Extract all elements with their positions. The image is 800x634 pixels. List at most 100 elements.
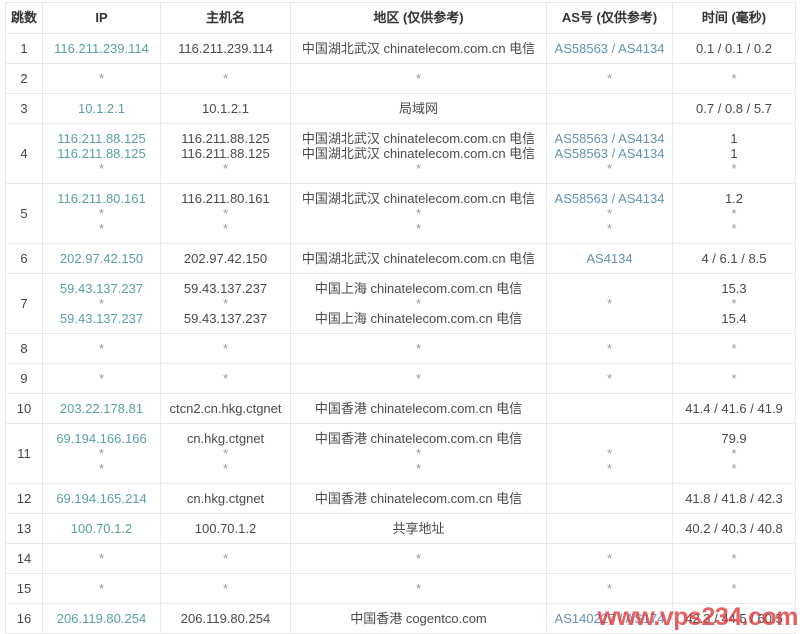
cell-host: 100.70.1.2 [160, 513, 291, 544]
latency-text: 1 [730, 146, 738, 161]
as-link[interactable]: AS174 [625, 611, 665, 626]
hostname-text: cn.hkg.ctgnet [186, 431, 265, 446]
table-row: 4 116.211.88.125 116.211.88.125 * 116.211.88… [5, 123, 796, 184]
traceroute-table: 跳数 IP 主机名 地区 (仅供参考) AS号 (仅供参考) 时间 (毫秒) 1 116.2… [5, 2, 796, 634]
cell-region: * [290, 573, 547, 604]
as-separator: / [615, 611, 626, 626]
cell-as [546, 393, 673, 424]
table-row: 2 * * * * * [5, 63, 796, 94]
region-text: 中国香港 chinatelecom.com.cn 电信 [314, 491, 523, 506]
latency-text: 40.2 / 40.3 / 40.8 [685, 521, 783, 536]
as-link[interactable]: AS4134 [618, 41, 665, 56]
as-separator: / [608, 131, 619, 146]
hostname-text: 116.211.88.125 [181, 131, 270, 146]
ip-link[interactable]: 69.194.165.214 [56, 491, 147, 506]
region-text: 中国上海 chinatelecom.com.cn 电信 [314, 281, 523, 296]
column-header-host: 主机名 [160, 2, 291, 34]
timeout-asterisk: * [731, 296, 737, 311]
as-separator: / [608, 146, 619, 161]
cell-region: 局域网 [290, 93, 547, 124]
timeout-asterisk: * [98, 161, 105, 176]
cell-time: * [672, 573, 796, 604]
timeout-asterisk: * [415, 221, 422, 236]
hop-number: 11 [17, 446, 31, 461]
cell-as: AS58563 / AS4134 [546, 33, 673, 64]
hop-number: 12 [16, 491, 32, 506]
as-link[interactable]: AS4134 [618, 146, 665, 161]
cell-host: * [160, 333, 291, 364]
cell-time: 79.9 * * [672, 423, 796, 484]
cell-time: 0.1 / 0.1 / 0.2 [672, 33, 796, 64]
hop-number: 7 [20, 296, 28, 311]
region-text: 中国香港 chinatelecom.com.cn 电信 [314, 431, 523, 446]
latency-text: 4 / 6.1 / 8.5 [701, 251, 767, 266]
cell-host: * [160, 63, 291, 94]
timeout-asterisk: * [98, 551, 105, 566]
cell-hop: 3 [5, 93, 43, 124]
cell-as: * [546, 273, 673, 334]
hostname-text: 116.211.239.114 [178, 41, 273, 56]
ip-link[interactable]: 206.119.80.254 [56, 611, 147, 626]
hostname-text: cn.hkg.ctgnet [186, 491, 265, 506]
cell-hop: 5 [5, 183, 43, 244]
table-row: 15 * * * * * [5, 573, 796, 604]
timeout-asterisk: * [415, 161, 422, 176]
ip-link[interactable]: 59.43.137.237 [59, 311, 144, 326]
ip-link[interactable]: 116.211.80.161 [57, 191, 146, 206]
timeout-asterisk: * [731, 581, 737, 596]
as-link[interactable]: AS58563 [554, 131, 609, 146]
ip-link[interactable]: 100.70.1.2 [70, 521, 133, 536]
as-link[interactable]: AS140227 [554, 611, 616, 626]
hop-number: 6 [20, 251, 28, 266]
cell-region: 中国香港 chinatelecom.com.cn 电信 [290, 393, 547, 424]
cell-hop: 11 [5, 423, 43, 484]
cell-hop: 9 [5, 363, 43, 394]
as-link[interactable]: AS58563 [554, 191, 609, 206]
column-header-as: AS号 (仅供参考) [546, 2, 673, 34]
cell-as: AS4134 [546, 243, 673, 274]
as-link[interactable]: AS4134 [586, 251, 633, 266]
ip-link[interactable]: 116.211.88.125 [57, 146, 146, 161]
cell-hop: 6 [5, 243, 43, 274]
region-text: 中国湖北武汉 chinatelecom.com.cn 电信 [301, 41, 536, 56]
cell-region: 中国湖北武汉 chinatelecom.com.cn 电信 [290, 243, 547, 274]
timeout-asterisk: * [606, 341, 613, 356]
ip-link[interactable]: 116.211.88.125 [57, 131, 146, 146]
timeout-asterisk: * [415, 341, 422, 356]
ip-link[interactable]: 10.1.2.1 [78, 101, 125, 116]
cell-ip: * [42, 333, 161, 364]
timeout-asterisk: * [98, 206, 105, 221]
hostname-text: 206.119.80.254 [180, 611, 271, 626]
column-header-hop: 跳数 [5, 2, 43, 34]
timeout-asterisk: * [222, 161, 229, 176]
timeout-asterisk: * [222, 461, 229, 476]
timeout-asterisk: * [731, 551, 737, 566]
region-text: 中国湖北武汉 chinatelecom.com.cn 电信 [301, 131, 536, 146]
cell-time: 0.7 / 0.8 / 5.7 [672, 93, 796, 124]
column-header-region: 地区 (仅供参考) [290, 2, 547, 34]
cell-host: 59.43.137.237 * 59.43.137.237 [160, 273, 291, 334]
cell-ip: * [42, 63, 161, 94]
as-link[interactable]: AS4134 [618, 131, 665, 146]
cell-region: 中国香港 cogentco.com [290, 603, 547, 634]
as-link[interactable]: AS4134 [618, 191, 665, 206]
cell-ip: * [42, 543, 161, 574]
empty-line [549, 281, 670, 296]
cell-region: 共享地址 [290, 513, 547, 544]
timeout-asterisk: * [606, 446, 613, 461]
ip-link[interactable]: 116.211.239.114 [54, 41, 149, 56]
hop-number: 14 [16, 551, 32, 566]
timeout-asterisk: * [98, 371, 105, 386]
cell-ip: 100.70.1.2 [42, 513, 161, 544]
ip-link[interactable]: 203.22.178.81 [59, 401, 144, 416]
as-link[interactable]: AS58563 [554, 146, 609, 161]
region-text: 中国湖北武汉 chinatelecom.com.cn 电信 [301, 191, 536, 206]
ip-link[interactable]: 59.43.137.237 [59, 281, 144, 296]
cell-time: 40.2 / 40.3 / 40.8 [672, 513, 796, 544]
ip-link[interactable]: 69.194.166.166 [56, 431, 147, 446]
cell-as [546, 93, 673, 124]
as-link[interactable]: AS58563 [554, 41, 609, 56]
ip-link[interactable]: 202.97.42.150 [59, 251, 144, 266]
timeout-asterisk: * [222, 206, 229, 221]
